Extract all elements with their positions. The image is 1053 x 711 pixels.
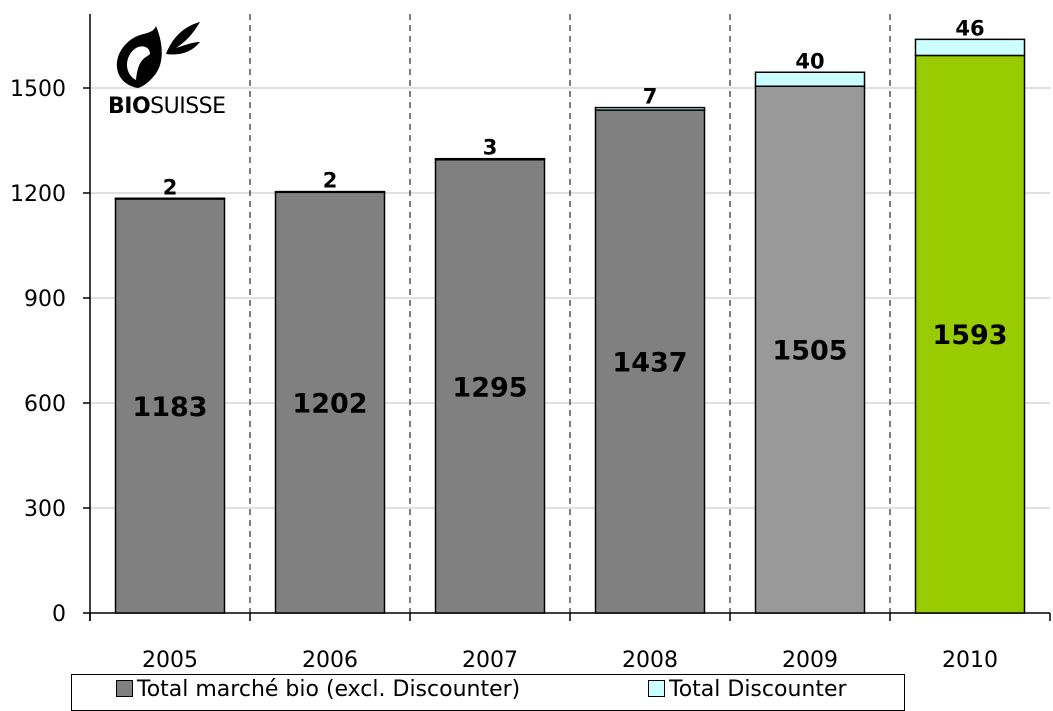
data-label-total-market-2008: 1437 [612, 348, 687, 379]
bud-icon [116, 22, 200, 88]
data-label-total-market-2010: 1593 [932, 320, 1007, 351]
stacked-bar-chart: 0 300 600 900 1200 1500 2005 2006 2007 2008 2009 20… [10, 14, 1051, 673]
legend-swatch-total-market [116, 679, 133, 697]
bar-discounter-2009 [754, 71, 866, 87]
y-tick-label-0: 0 [52, 602, 66, 627]
legend-label-discounter: Total Discounter [669, 677, 847, 702]
bar-discounter-2006 [274, 190, 386, 194]
bar-discounter-2010 [914, 38, 1026, 57]
x-tick-label-2007: 2007 [462, 648, 518, 673]
data-label-total-market-2007: 1295 [452, 372, 527, 403]
logo-text: BIOSUISSE [108, 94, 226, 119]
x-tick-label-2006: 2006 [302, 648, 358, 673]
y-tick-label-600: 600 [24, 392, 66, 417]
data-label-discounter-2007: 3 [483, 136, 498, 160]
bar-total-market-2005 [114, 198, 226, 614]
axes: 0 300 600 900 1200 1500 2005 2006 2007 2008 2009 20… [10, 14, 1051, 673]
data-label-total-market-2006: 1202 [292, 389, 367, 420]
data-label-discounter-2008: 7 [643, 85, 658, 109]
bar-discounter-2008 [594, 106, 706, 111]
bars [114, 38, 1026, 614]
y-tick-label-1500: 1500 [10, 77, 66, 102]
bar-total-market-2007 [434, 159, 546, 614]
bar-total-market-2006 [274, 191, 386, 614]
y-tick-label-300: 300 [24, 497, 66, 522]
legend-item-total-market: Total marché bio (excl. Discounter) [116, 677, 520, 702]
data-label-total-market-2009: 1505 [772, 336, 847, 367]
legend-label-total-market: Total marché bio (excl. Discounter) [137, 677, 521, 702]
data-label-discounter-2006: 2 [323, 169, 338, 193]
data-label-discounter-2005: 2 [163, 175, 178, 199]
bar-discounter-2007 [434, 157, 546, 161]
y-tick-label-1200: 1200 [10, 182, 66, 207]
biosuisse-logo: BIOSUISSE [108, 18, 228, 130]
y-tick-label-900: 900 [24, 287, 66, 312]
data-label-discounter-2009: 40 [795, 49, 824, 73]
bar-total-market-2008 [594, 109, 706, 614]
bar-discounter-2005 [114, 197, 226, 200]
legend: Total marché bio (excl. Discounter) Tota… [71, 674, 905, 711]
legend-swatch-discounter [648, 679, 665, 697]
data-label-discounter-2010: 46 [955, 16, 984, 40]
x-tick-label-2005: 2005 [142, 648, 198, 673]
x-tick-label-2009: 2009 [782, 648, 838, 673]
x-tick-label-2010: 2010 [942, 648, 998, 673]
legend-item-discounter: Total Discounter [648, 677, 847, 702]
gridlines [90, 14, 1050, 613]
x-tick-label-2008: 2008 [622, 648, 678, 673]
data-labels: 1183 2 1202 2 1295 3 1437 7 1505 40 1593 46 [132, 16, 1007, 423]
data-label-total-market-2005: 1183 [132, 392, 207, 423]
